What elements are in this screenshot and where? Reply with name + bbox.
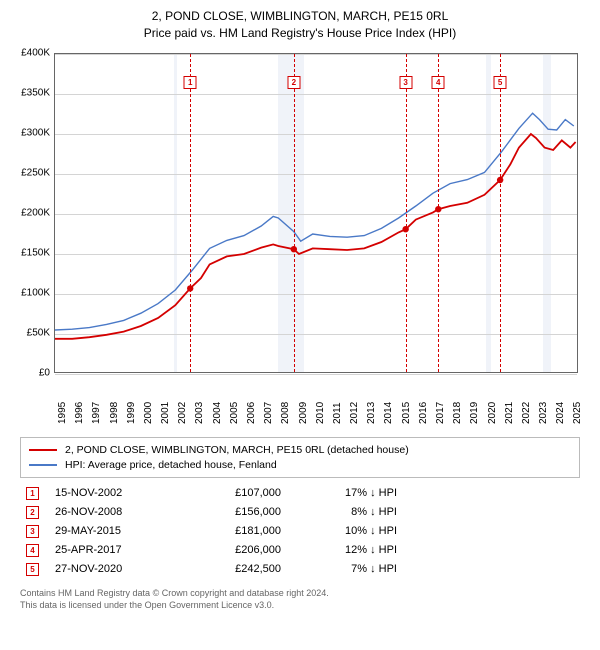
legend-label: HPI: Average price, detached house, Fenl… (65, 459, 277, 471)
x-axis-label: 2020 (487, 402, 498, 424)
series-hpi (55, 113, 574, 330)
footer-line-1: Contains HM Land Registry data © Crown c… (20, 587, 580, 599)
transaction-guideline (500, 54, 501, 372)
gridline (55, 374, 577, 375)
chart-title-block: 2, POND CLOSE, WIMBLINGTON, MARCH, PE15 … (10, 8, 590, 43)
transaction-marker-4: 4 (432, 76, 445, 89)
y-axis-label: £100K (8, 287, 50, 298)
x-axis-label: 2024 (555, 402, 566, 424)
legend-item: 2, POND CLOSE, WIMBLINGTON, MARCH, PE15 … (29, 444, 571, 456)
x-axis-label: 2011 (332, 402, 343, 424)
transaction-index-badge: 3 (26, 525, 39, 538)
transaction-marker-3: 3 (399, 76, 412, 89)
x-axis-label: 1998 (109, 402, 120, 424)
x-axis-label: 2012 (349, 402, 360, 424)
title-line-2: Price paid vs. HM Land Registry's House … (10, 25, 590, 42)
chart-plot-region: 1 2 3 4 5 (54, 53, 578, 373)
x-axis-label: 1995 (57, 402, 68, 424)
y-axis-label: £400K (8, 47, 50, 58)
transaction-delta: 17% ↓ HPI (297, 487, 397, 499)
footer-line-2: This data is licensed under the Open Gov… (20, 599, 580, 611)
transaction-index-badge: 5 (26, 563, 39, 576)
x-axis-label: 2001 (160, 402, 171, 424)
transaction-date: 15-NOV-2002 (55, 487, 175, 499)
x-axis-label: 2008 (280, 402, 291, 424)
y-axis-label: £250K (8, 167, 50, 178)
x-axis-label: 2019 (469, 402, 480, 424)
transaction-date: 25-APR-2017 (55, 544, 175, 556)
chart-svg-layer (55, 54, 577, 372)
transaction-price: £206,000 (191, 544, 281, 556)
y-axis-label: £50K (8, 327, 50, 338)
transaction-row: 2 26-NOV-2008 £156,000 8% ↓ HPI (20, 503, 580, 522)
transaction-delta: 12% ↓ HPI (297, 544, 397, 556)
y-axis-label: £150K (8, 247, 50, 258)
transaction-marker-1: 1 (184, 76, 197, 89)
transaction-date: 26-NOV-2008 (55, 506, 175, 518)
x-axis-label: 2021 (504, 402, 515, 424)
legend-box: 2, POND CLOSE, WIMBLINGTON, MARCH, PE15 … (20, 437, 580, 478)
x-axis-label: 2023 (538, 402, 549, 424)
transaction-delta: 8% ↓ HPI (297, 506, 397, 518)
transaction-row: 5 27-NOV-2020 £242,500 7% ↓ HPI (20, 560, 580, 579)
x-axis-label: 2003 (194, 402, 205, 424)
legend-item: HPI: Average price, detached house, Fenl… (29, 459, 571, 471)
footer-attribution: Contains HM Land Registry data © Crown c… (20, 587, 580, 611)
chart-area: 1 2 3 4 5 £0 £50K £100K £150K £200K £250K £300K £35… (10, 49, 590, 429)
transaction-delta: 7% ↓ HPI (297, 563, 397, 575)
transaction-index-badge: 4 (26, 544, 39, 557)
y-axis-label: £300K (8, 127, 50, 138)
x-axis-label: 2017 (435, 402, 446, 424)
transaction-marker-2: 2 (287, 76, 300, 89)
transaction-row: 4 25-APR-2017 £206,000 12% ↓ HPI (20, 541, 580, 560)
x-axis-label: 2007 (263, 402, 274, 424)
title-line-1: 2, POND CLOSE, WIMBLINGTON, MARCH, PE15 … (10, 8, 590, 25)
transaction-row: 3 29-MAY-2015 £181,000 10% ↓ HPI (20, 522, 580, 541)
transaction-guideline (190, 54, 191, 372)
series-price_paid (55, 134, 576, 339)
x-axis-label: 2015 (401, 402, 412, 424)
transactions-table: 1 15-NOV-2002 £107,000 17% ↓ HPI 2 26-NOV-200… (20, 484, 580, 579)
x-axis-label: 2004 (212, 402, 223, 424)
x-axis-label: 2013 (366, 402, 377, 424)
legend-swatch (29, 464, 57, 467)
transaction-row: 1 15-NOV-2002 £107,000 17% ↓ HPI (20, 484, 580, 503)
x-axis-label: 2010 (315, 402, 326, 424)
x-axis-label: 2000 (143, 402, 154, 424)
x-axis-label: 2016 (418, 402, 429, 424)
x-axis-label: 1997 (91, 402, 102, 424)
x-axis-label: 2002 (177, 402, 188, 424)
transaction-date: 29-MAY-2015 (55, 525, 175, 537)
y-axis-label: £350K (8, 87, 50, 98)
x-axis-label: 1996 (74, 402, 85, 424)
y-axis-label: £0 (8, 367, 50, 378)
x-axis-label: 1999 (126, 402, 137, 424)
transaction-guideline (294, 54, 295, 372)
transaction-marker-5: 5 (494, 76, 507, 89)
x-axis-label: 2022 (521, 402, 532, 424)
x-axis-label: 2014 (383, 402, 394, 424)
x-axis-label: 2025 (572, 402, 583, 424)
transaction-price: £107,000 (191, 487, 281, 499)
x-axis-label: 2006 (246, 402, 257, 424)
legend-swatch (29, 449, 57, 452)
x-axis-label: 2009 (298, 402, 309, 424)
x-axis-label: 2005 (229, 402, 240, 424)
transaction-index-badge: 1 (26, 487, 39, 500)
transaction-guideline (438, 54, 439, 372)
y-axis-label: £200K (8, 207, 50, 218)
x-axis-label: 2018 (452, 402, 463, 424)
legend-label: 2, POND CLOSE, WIMBLINGTON, MARCH, PE15 … (65, 444, 409, 456)
transaction-date: 27-NOV-2020 (55, 563, 175, 575)
transaction-price: £181,000 (191, 525, 281, 537)
transaction-index-badge: 2 (26, 506, 39, 519)
transaction-delta: 10% ↓ HPI (297, 525, 397, 537)
transaction-guideline (406, 54, 407, 372)
transaction-price: £242,500 (191, 563, 281, 575)
transaction-price: £156,000 (191, 506, 281, 518)
